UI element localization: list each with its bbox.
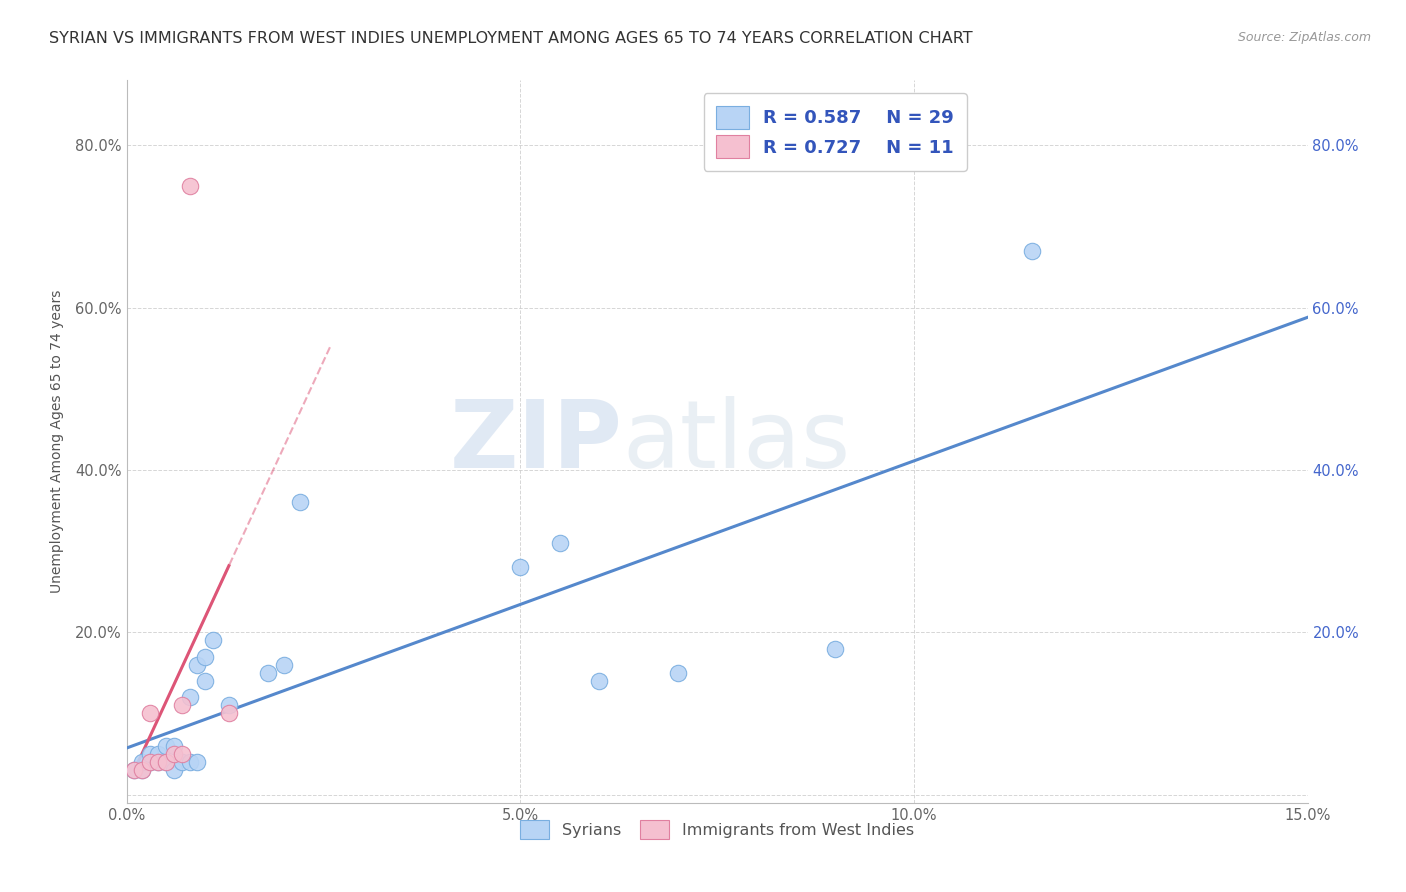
Point <box>139 755 162 769</box>
Point <box>824 641 846 656</box>
Point <box>179 690 201 705</box>
Point <box>548 536 571 550</box>
Point <box>186 657 208 672</box>
Y-axis label: Unemployment Among Ages 65 to 74 years: Unemployment Among Ages 65 to 74 years <box>51 290 63 593</box>
Point <box>163 739 186 753</box>
Point <box>139 755 162 769</box>
Point <box>202 633 225 648</box>
Point <box>186 755 208 769</box>
Point <box>139 706 162 721</box>
Text: ZIP: ZIP <box>450 395 623 488</box>
Point <box>146 755 169 769</box>
Point <box>131 755 153 769</box>
Point <box>218 706 240 721</box>
Point <box>146 755 169 769</box>
Point <box>155 755 177 769</box>
Point <box>170 698 193 713</box>
Point <box>163 764 186 778</box>
Point <box>124 764 146 778</box>
Point <box>155 739 177 753</box>
Point <box>666 665 689 680</box>
Text: SYRIAN VS IMMIGRANTS FROM WEST INDIES UNEMPLOYMENT AMONG AGES 65 TO 74 YEARS COR: SYRIAN VS IMMIGRANTS FROM WEST INDIES UN… <box>49 31 973 46</box>
Point <box>131 764 153 778</box>
Point <box>163 747 186 761</box>
Point <box>194 649 217 664</box>
Point <box>131 764 153 778</box>
Text: atlas: atlas <box>623 395 851 488</box>
Point <box>139 747 162 761</box>
Text: Source: ZipAtlas.com: Source: ZipAtlas.com <box>1237 31 1371 45</box>
Point <box>124 764 146 778</box>
Point <box>509 560 531 574</box>
Point <box>179 755 201 769</box>
Point <box>170 755 193 769</box>
Point <box>218 698 240 713</box>
Point <box>1021 244 1043 258</box>
Point <box>179 178 201 193</box>
Point <box>588 673 610 688</box>
Legend: Syrians, Immigrants from West Indies: Syrians, Immigrants from West Indies <box>513 814 921 846</box>
Point <box>170 747 193 761</box>
Point <box>146 747 169 761</box>
Point <box>257 665 280 680</box>
Point <box>273 657 295 672</box>
Point <box>194 673 217 688</box>
Point <box>288 495 311 509</box>
Point <box>155 755 177 769</box>
